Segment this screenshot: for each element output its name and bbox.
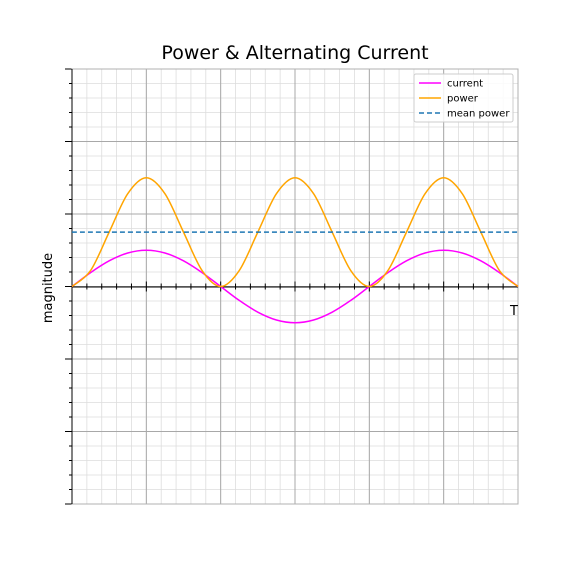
legend-label-power: power — [447, 94, 479, 105]
series-line-current — [71, 249, 519, 324]
legend-label-current: current — [447, 79, 483, 90]
series-layer — [71, 176, 519, 324]
y-axis-label: magnitude — [41, 253, 56, 323]
series-line-power — [71, 176, 519, 288]
legend-label-mean-power: mean power — [447, 109, 510, 120]
legend: current power mean power — [413, 73, 514, 123]
chart-title: Power & Alternating Current — [161, 42, 428, 64]
x-axis-label: T — [509, 304, 518, 319]
legend-box — [413, 73, 514, 123]
